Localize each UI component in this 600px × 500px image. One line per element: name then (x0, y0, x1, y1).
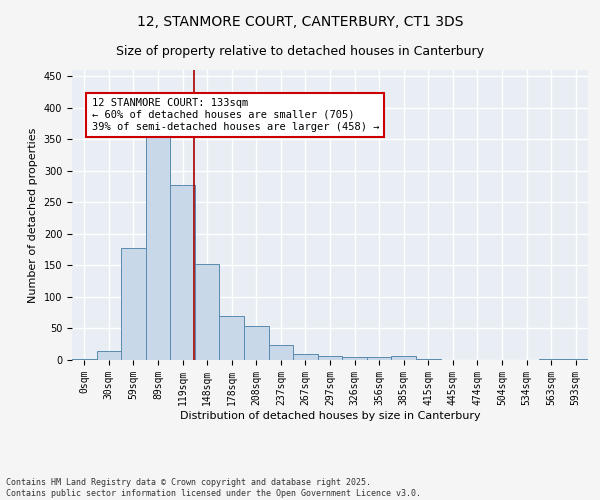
Bar (342, 357, 367, 360)
Bar (195, 264, 220, 360)
Bar (220, 316, 244, 360)
Bar (72, 358, 97, 360)
Bar (269, 345, 293, 360)
Bar (146, 126, 170, 360)
Y-axis label: Number of detached properties: Number of detached properties (28, 128, 38, 302)
Bar (170, 184, 195, 360)
Bar (318, 356, 342, 360)
Bar (97, 350, 121, 360)
Text: 12, STANMORE COURT, CANTERBURY, CT1 3DS: 12, STANMORE COURT, CANTERBURY, CT1 3DS (137, 15, 463, 29)
Bar (121, 248, 146, 360)
Bar (367, 357, 391, 360)
Bar (391, 356, 416, 360)
Text: Contains HM Land Registry data © Crown copyright and database right 2025.
Contai: Contains HM Land Registry data © Crown c… (6, 478, 421, 498)
Text: Size of property relative to detached houses in Canterbury: Size of property relative to detached ho… (116, 45, 484, 58)
Bar (244, 326, 269, 360)
Text: 12 STANMORE COURT: 133sqm
← 60% of detached houses are smaller (705)
39% of semi: 12 STANMORE COURT: 133sqm ← 60% of detac… (92, 98, 379, 132)
X-axis label: Distribution of detached houses by size in Canterbury: Distribution of detached houses by size … (179, 410, 481, 420)
Bar (293, 354, 318, 360)
Bar (563, 358, 588, 360)
